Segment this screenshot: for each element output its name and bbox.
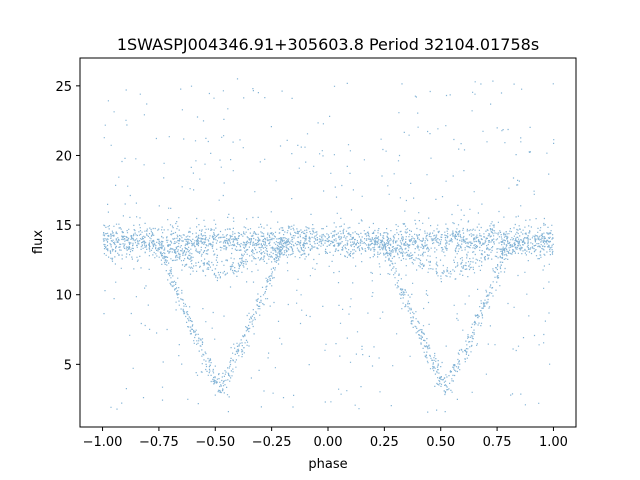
y-tick-label: 25: [55, 80, 72, 95]
y-tick-label: 10: [55, 289, 72, 304]
x-tick-label: 1.00: [539, 435, 568, 450]
x-tick-label: −0.75: [139, 435, 179, 450]
x-tick-label: 0.75: [483, 435, 512, 450]
y-tick-label: 15: [55, 219, 72, 234]
y-axis-ticks: 5 10 15 20 25: [55, 80, 80, 373]
x-axis-ticks: −1.00 −0.75 −0.50 −0.25 0.00 0.25 0.50 0.75 1.00: [83, 427, 568, 450]
x-tick-label: 0.50: [426, 435, 455, 450]
y-tick-label: 5: [64, 358, 72, 373]
x-tick-label: 0.25: [370, 435, 399, 450]
y-axis-label: flux: [31, 230, 46, 254]
x-tick-label: −0.50: [195, 435, 235, 450]
x-tick-label: 0.00: [314, 435, 343, 450]
y-tick-label: 20: [55, 149, 72, 164]
x-tick-label: −0.25: [252, 435, 292, 450]
x-axis-label: phase: [308, 457, 347, 472]
scatter-points: [102, 78, 555, 413]
chart-title: 1SWASPJ004346.91+305603.8 Period 32104.0…: [117, 35, 539, 54]
x-tick-label: −1.00: [83, 435, 123, 450]
data-points: [102, 78, 555, 413]
